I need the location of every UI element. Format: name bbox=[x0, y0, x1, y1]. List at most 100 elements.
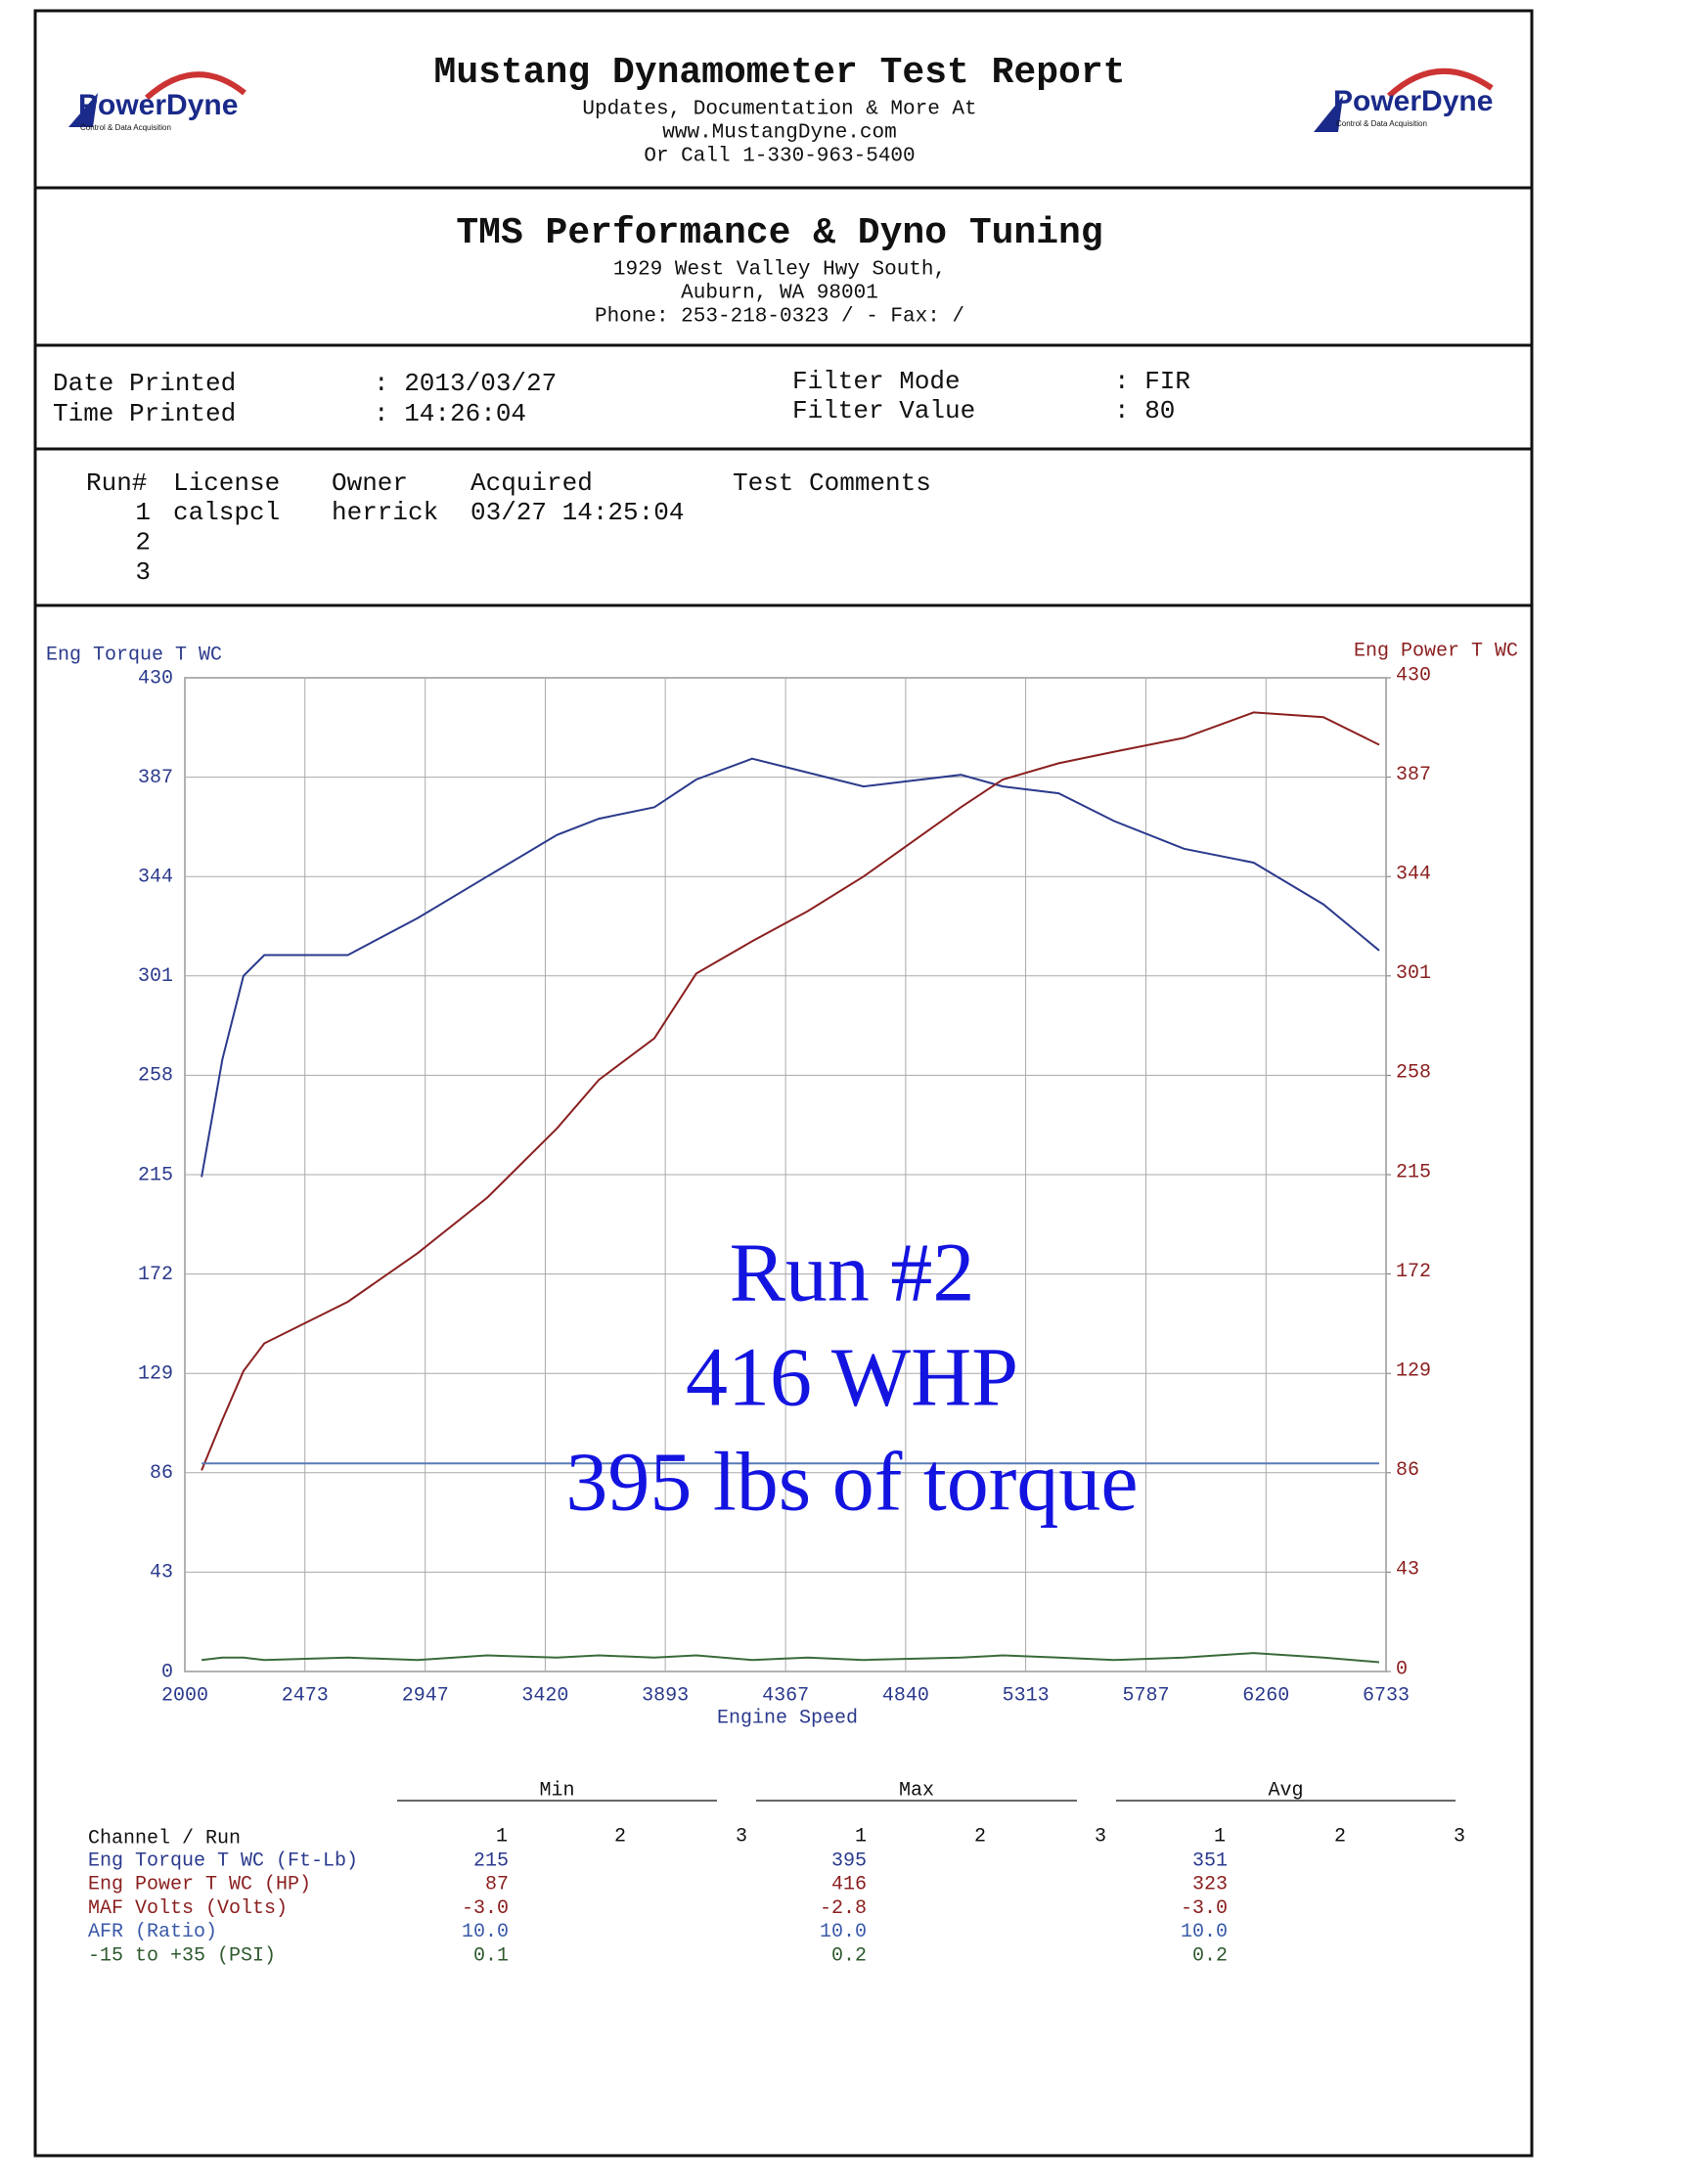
y-axis-label: Eng Torque T WC bbox=[46, 644, 222, 666]
run-number-header: 3 bbox=[736, 1825, 747, 1848]
y2-tick-label: 301 bbox=[1396, 962, 1431, 985]
series-line bbox=[201, 757, 1380, 1178]
shop-name: TMS Performance & Dyno Tuning bbox=[456, 212, 1102, 254]
y2-axis-label: Eng Power T WC bbox=[1354, 640, 1518, 662]
run-number-header: 3 bbox=[1454, 1825, 1465, 1848]
y-tick-label: 430 bbox=[138, 667, 173, 690]
annotation: 395 lbs of torque bbox=[565, 1435, 1138, 1529]
summary-value: 0.2 bbox=[831, 1944, 867, 1967]
y2-tick-label: 43 bbox=[1396, 1559, 1419, 1582]
header-line: www.MustangDyne.com bbox=[662, 122, 896, 145]
summary-value: 416 bbox=[831, 1874, 867, 1896]
run-number-header: 1 bbox=[1214, 1825, 1226, 1848]
y-tick-label: 129 bbox=[138, 1362, 173, 1385]
y2-tick-label: 172 bbox=[1396, 1261, 1431, 1283]
y2-tick-label: 129 bbox=[1396, 1359, 1431, 1382]
logo: PowerDyne bbox=[78, 89, 238, 121]
channel-name: MAF Volts (Volts) bbox=[88, 1897, 288, 1920]
y-tick-label: 215 bbox=[138, 1164, 173, 1186]
run-column: Owner bbox=[332, 468, 408, 498]
run-number-header: 1 bbox=[496, 1825, 508, 1848]
logo-mark bbox=[1314, 96, 1343, 132]
summary-group: Max bbox=[899, 1779, 934, 1802]
annotation: Run #2 bbox=[730, 1226, 975, 1319]
x-tick-label: 6260 bbox=[1242, 1684, 1289, 1707]
run-number-header: 2 bbox=[614, 1825, 626, 1848]
x-tick-label: 2473 bbox=[282, 1684, 329, 1707]
y2-tick-label: 0 bbox=[1396, 1658, 1408, 1680]
y2-tick-label: 86 bbox=[1396, 1459, 1419, 1482]
logo-tagline: Control & Data Acquisition bbox=[1336, 119, 1427, 128]
run-number: 2 bbox=[135, 527, 151, 557]
y2-tick-label: 215 bbox=[1396, 1161, 1431, 1183]
y-tick-label: 43 bbox=[150, 1562, 173, 1584]
summary-value: 0.2 bbox=[1192, 1944, 1228, 1967]
summary-value: -3.0 bbox=[1181, 1897, 1228, 1920]
logo-arc bbox=[144, 71, 246, 101]
page-border bbox=[33, 9, 1534, 2158]
summary-value: 351 bbox=[1192, 1850, 1228, 1872]
logo-tagline: Control & Data Acquisition bbox=[80, 123, 171, 132]
channel-name: -15 to +35 (PSI) bbox=[88, 1944, 276, 1967]
y-tick-label: 172 bbox=[138, 1264, 173, 1286]
run-number-header: 2 bbox=[1334, 1825, 1346, 1848]
y2-tick-label: 344 bbox=[1396, 863, 1431, 885]
report-title: Mustang Dynamometer Test Report bbox=[434, 52, 1126, 94]
summary-value: 10.0 bbox=[1181, 1921, 1228, 1943]
header-line: Updates, Documentation & More At bbox=[582, 99, 976, 121]
y-tick-label: 258 bbox=[138, 1065, 173, 1088]
y-tick-label: 344 bbox=[138, 866, 173, 888]
summary-value: 10.0 bbox=[820, 1921, 867, 1943]
summary-group: Min bbox=[539, 1779, 574, 1802]
series-line bbox=[201, 1652, 1380, 1664]
run-number: 3 bbox=[135, 557, 151, 587]
x-tick-label: 3893 bbox=[642, 1684, 689, 1707]
summary-value: 323 bbox=[1192, 1874, 1228, 1896]
x-tick-label: 5787 bbox=[1123, 1684, 1170, 1707]
x-tick-label: 5313 bbox=[1003, 1684, 1050, 1707]
y2-tick-label: 387 bbox=[1396, 764, 1431, 786]
x-tick-label: 2947 bbox=[402, 1684, 449, 1707]
channel-name: Eng Torque T WC (Ft-Lb) bbox=[88, 1850, 358, 1872]
summary-value: -3.0 bbox=[462, 1897, 509, 1920]
shop-line: Auburn, WA 98001 bbox=[681, 283, 878, 305]
run-number: 1 bbox=[135, 498, 151, 527]
run-number-header: 2 bbox=[974, 1825, 986, 1848]
y-tick-label: 0 bbox=[161, 1661, 173, 1683]
x-axis-label: Engine Speed bbox=[717, 1707, 858, 1729]
run-cell: herrick bbox=[332, 498, 438, 527]
run-column: License bbox=[173, 468, 280, 498]
summary-value: 10.0 bbox=[462, 1921, 509, 1943]
summary-value: -2.8 bbox=[820, 1897, 867, 1920]
run-column: Acquired bbox=[470, 468, 593, 498]
x-tick-label: 4367 bbox=[762, 1684, 809, 1707]
y-tick-label: 387 bbox=[138, 767, 173, 789]
y-tick-label: 301 bbox=[138, 965, 173, 988]
header-line: Or Call 1-330-963-5400 bbox=[644, 146, 915, 168]
series-line bbox=[201, 711, 1380, 1471]
y2-tick-label: 258 bbox=[1396, 1062, 1431, 1085]
annotation: 416 WHP bbox=[686, 1330, 1018, 1424]
summary-value: 87 bbox=[485, 1874, 509, 1896]
logo-mark bbox=[68, 93, 98, 127]
run-cell: calspcl bbox=[173, 498, 280, 527]
x-tick-label: 2000 bbox=[161, 1684, 208, 1707]
logo: PowerDyne bbox=[1333, 85, 1493, 117]
channel-header: Channel / Run bbox=[88, 1827, 241, 1850]
shop-line: 1929 West Valley Hwy South, bbox=[613, 259, 946, 282]
channel-name: Eng Power T WC (HP) bbox=[88, 1874, 311, 1896]
run-number-header: 3 bbox=[1095, 1825, 1106, 1848]
summary-value: 395 bbox=[831, 1850, 867, 1872]
info-value: : FIR bbox=[1114, 367, 1190, 396]
x-tick-label: 4840 bbox=[882, 1684, 929, 1707]
info-value: : 14:26:04 bbox=[374, 399, 526, 428]
info-value: : 2013/03/27 bbox=[374, 369, 557, 398]
info-value: : 80 bbox=[1114, 396, 1175, 425]
x-tick-label: 6733 bbox=[1363, 1684, 1410, 1707]
x-tick-label: 3420 bbox=[521, 1684, 568, 1707]
run-column: Run# bbox=[86, 468, 147, 498]
shop-line: Phone: 253-218-0323 / - Fax: / bbox=[595, 306, 964, 329]
logo-arc bbox=[1386, 67, 1494, 99]
